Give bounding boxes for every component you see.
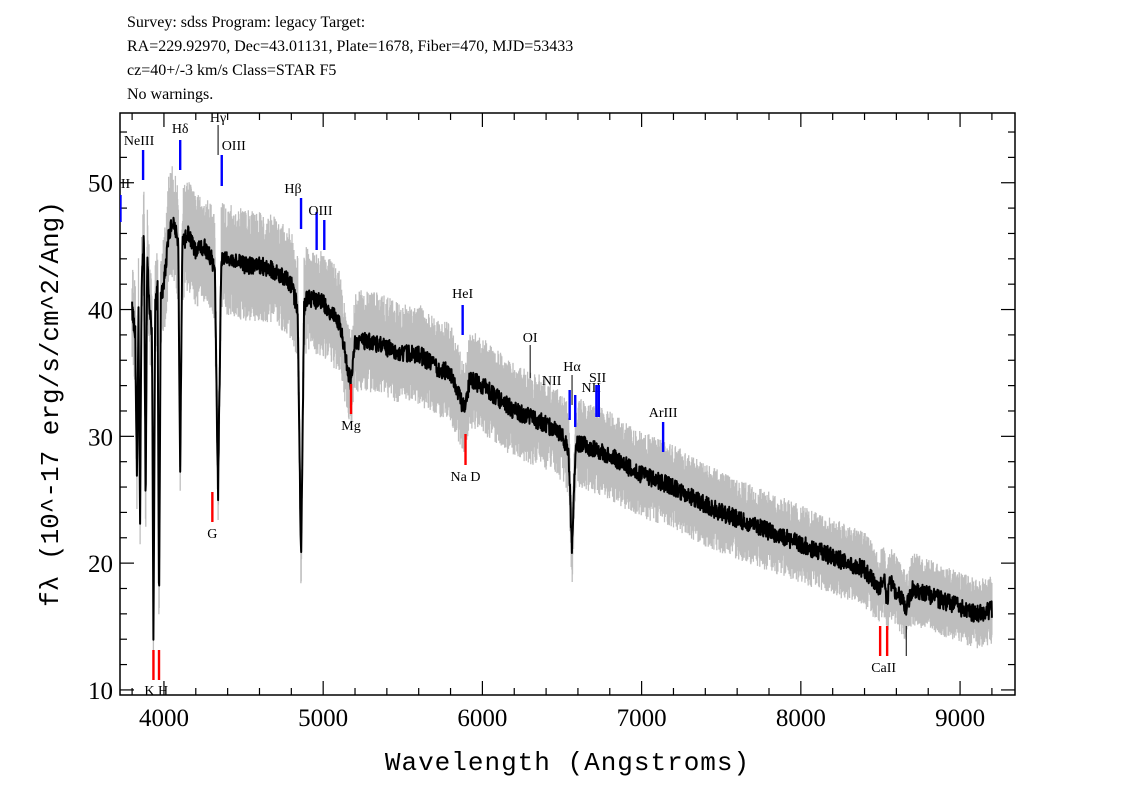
line-label: OIII [222,139,246,154]
y-tick-label: 40 [88,298,113,325]
x-tick-label: 8000 [776,705,826,732]
error-band [131,166,993,654]
x-tick-label: 9000 [935,705,985,732]
line-label: G [207,527,217,542]
flux-line [131,216,993,641]
x-tick-label: 4000 [139,705,189,732]
line-label: OIII [308,204,332,219]
header-line-coords: RA=229.92970, Dec=43.01131, Plate=1678, … [127,38,574,55]
x-tick-label: 5000 [298,705,348,732]
plot-frame [119,112,1016,696]
header-line-redshift: cz=40+/-3 km/s Class=STAR F5 [127,62,337,79]
x-tick-label: 6000 [457,705,507,732]
header-line-warnings: No warnings. [127,86,214,103]
line-label: Hδ [172,122,189,137]
line-label: OII [111,177,131,192]
line-label: Hβ [284,182,301,197]
line-label: Na D [451,470,481,485]
x-tick-label: 7000 [617,705,667,732]
line-label: Mg [341,419,360,434]
x-axis-title: Wavelength (Angstroms) [385,748,750,778]
line-label: CaII [871,661,896,676]
line-label: K H [144,684,168,699]
y-tick-label: 50 [88,171,113,198]
line-label: HeI [452,287,473,302]
line-label: NeIII [124,134,155,149]
line-label: Hγ [210,111,226,126]
y-tick-label: 10 [88,678,113,705]
line-label: SII [589,371,606,386]
line-label: ArIII [649,406,678,421]
y-axis-title: fλ (10^-17 erg/s/cm^2/Ang) [36,201,66,607]
y-tick-label: 30 [88,424,113,451]
header-line-survey: Survey: sdss Program: legacy Target: [127,14,366,31]
line-label: Hα [563,360,581,375]
y-tick-label: 20 [88,551,113,578]
line-label: OI [523,331,538,346]
line-label: NII [542,374,562,389]
